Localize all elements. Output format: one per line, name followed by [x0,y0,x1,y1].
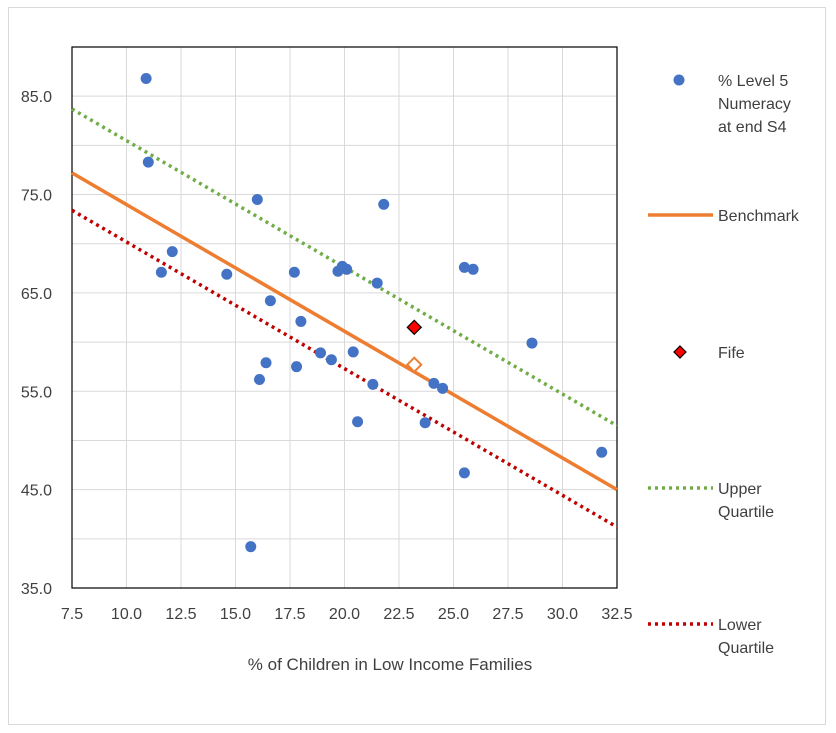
data-point [428,377,440,389]
y-tick-label: 85.0 [21,89,52,106]
benchmark-line [71,171,618,492]
data-point [419,417,431,429]
y-tick-label: 35.0 [21,581,52,598]
x-axis-title: % of Children in Low Income Families [248,655,532,674]
data-point [467,263,479,275]
y-tick-label: 75.0 [21,188,52,205]
data-point [458,261,470,273]
data-point [260,357,272,369]
y-tick-label: 55.0 [21,384,52,401]
y-tick-label: 45.0 [21,483,52,500]
data-point [526,337,538,349]
legend-label: Fife [718,345,745,362]
scatter-points [140,72,608,553]
x-tick-label: 22.5 [383,606,414,623]
tick-labels: 7.5 10.0 12.5 15.0 17.5 20.0 22.5 25.0 27.5 30.0 3… [21,89,633,623]
y-tick-label: 65.0 [21,286,52,303]
data-point [367,378,379,390]
legend-marker-dot [673,74,685,86]
data-point [378,198,390,210]
x-tick-label: 30.0 [547,606,578,623]
data-point [325,354,337,366]
data-point [458,467,470,479]
data-point [315,347,327,359]
legend-label: Quartile [718,640,774,657]
fife-marker [406,319,423,336]
data-point [264,295,276,307]
data-point [295,315,307,327]
data-point [253,373,265,385]
data-point [596,446,608,458]
x-tick-label: 7.5 [61,606,83,623]
legend-label: Quartile [718,504,774,521]
x-tick-label: 15.0 [220,606,251,623]
data-point [437,382,449,394]
data-point [288,266,300,278]
x-tick-label: 32.5 [601,606,632,623]
chart-area [8,7,826,725]
legend-label: Benchmark [718,208,800,225]
x-tick-label: 20.0 [329,606,360,623]
data-point [166,246,178,258]
data-point [371,277,383,289]
benchmark-marker [405,356,423,374]
lower-quartile-line [71,208,618,529]
data-point [251,193,263,205]
data-point [245,541,257,553]
legend-fife-marker [673,345,687,359]
x-tick-label: 25.0 [438,606,469,623]
legend-label: Upper [718,481,762,498]
data-point [291,361,303,373]
x-tick-label: 12.5 [165,606,196,623]
legend-label: % Level 5 [718,73,788,90]
legend: % Level 5 Numeracy at end S4 Benchmark Fife U… [648,73,800,657]
data-point [341,263,353,275]
gridlines [71,46,618,589]
x-tick-label: 17.5 [274,606,305,623]
plot-border [71,46,618,589]
data-point [155,266,167,278]
data-point [352,416,364,428]
data-point [142,156,154,168]
x-tick-label: 10.0 [111,606,142,623]
x-tick-label: 27.5 [492,606,523,623]
data-point [347,346,359,358]
legend-label: Lower [718,617,762,634]
data-point [140,72,152,84]
data-point [221,268,233,280]
legend-label: Numeracy [718,96,791,113]
legend-label: at end S4 [718,119,787,136]
